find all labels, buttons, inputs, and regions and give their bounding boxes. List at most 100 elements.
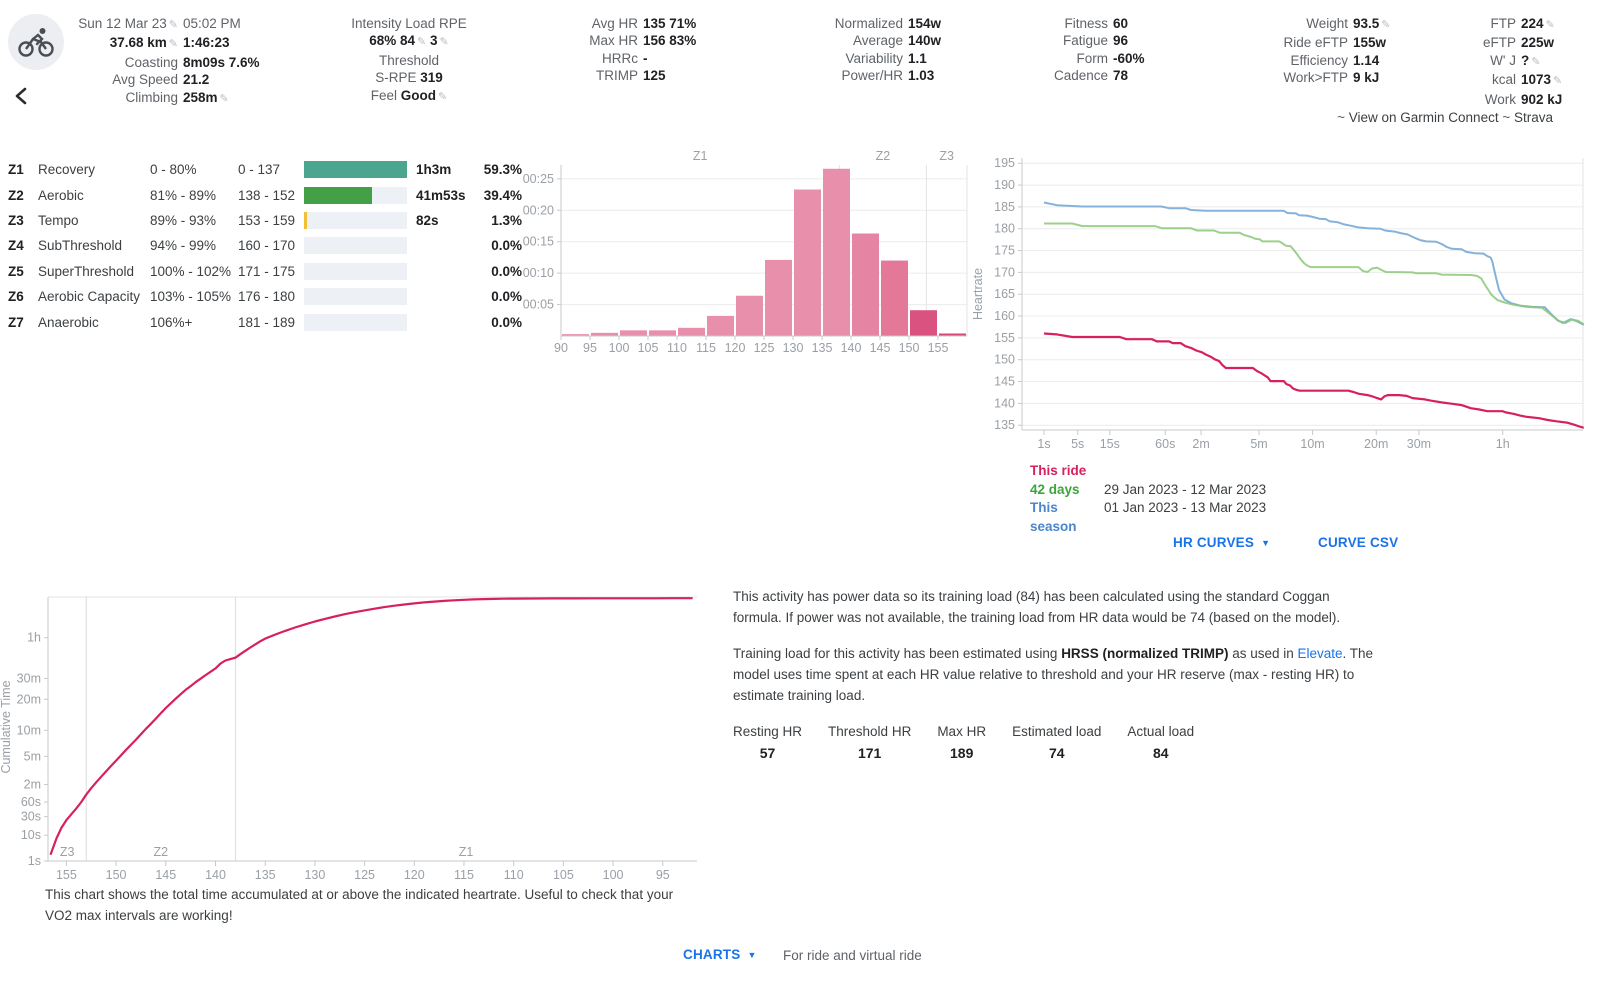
stat-value: 1073 ✎	[1521, 72, 1563, 88]
zone-bar	[304, 262, 407, 280]
stat-value: 125	[643, 68, 666, 84]
cumulative-xtick-label: 130	[304, 868, 325, 882]
histogram-ytick-label: 00:15	[523, 235, 554, 249]
curve-csv-button[interactable]: CURVE CSV	[1318, 535, 1399, 550]
curves-xtick-label: 30m	[1407, 437, 1431, 451]
garmin-connect-link[interactable]: View on Garmin Connect	[1348, 110, 1499, 125]
stat-row: Avg Speed 21.2	[18, 71, 260, 88]
zone-percent-range: 89% - 93%	[150, 212, 217, 228]
zone-time-percent: 0.0%	[491, 238, 522, 254]
edit-pencil-icon[interactable]: ✎	[1545, 19, 1555, 31]
curves-ytick-label: 190	[994, 178, 1015, 192]
legend-row[interactable]: This ride	[1030, 462, 1266, 481]
zone-bar	[304, 288, 407, 306]
curves-xtick-label: 5m	[1250, 437, 1267, 451]
histogram-bar	[649, 330, 676, 336]
back-button[interactable]	[10, 86, 32, 108]
histogram-xtick-label: 90	[554, 341, 568, 355]
zone-bar	[304, 161, 407, 179]
stat-label: Climbing	[125, 89, 178, 105]
edit-pencil-icon[interactable]: ✎	[417, 36, 427, 49]
cumulative-zone-label: Z1	[459, 845, 474, 859]
stat-label: Weight	[1306, 16, 1348, 31]
edit-pencil-icon[interactable]: ✎	[168, 38, 178, 51]
hr-curves-dropdown[interactable]: HR CURVES ▼	[1173, 535, 1270, 550]
cumulative-ytick-label: 10s	[21, 828, 41, 842]
curves-ytick-label: 170	[994, 265, 1015, 279]
stat-row: Form -60%	[988, 50, 1145, 67]
stat-row: Sun 12 Mar 23 ✎ 05:02 PM	[18, 15, 260, 34]
histogram-xtick-label: 135	[812, 341, 833, 355]
load-table-cell: Max HR 189	[937, 721, 986, 764]
stat-row: Normalized 154w	[783, 15, 941, 32]
zone-row: Z4 SubThreshold 94% - 99% 160 - 170 0.0%	[8, 233, 522, 258]
edit-pencil-icon[interactable]: ✎	[439, 36, 449, 49]
curves-xtick-label: 15s	[1100, 437, 1120, 451]
load-p2-text: . The model uses time spent at each HR v…	[733, 646, 1374, 703]
curves-ytick-label: 135	[994, 418, 1015, 432]
stats-column-power: Normalized 154w Average 140w Variability 1.1 P…	[783, 15, 941, 85]
stat-row: Coasting 8m09s 7.6%	[18, 54, 260, 71]
edit-pencil-icon[interactable]: ✎	[1553, 75, 1563, 88]
stat-value: 1:46:23	[183, 35, 230, 51]
edit-pencil-icon[interactable]: ✎	[219, 92, 229, 105]
zone-percent-range: 81% - 89%	[150, 187, 217, 203]
legend-row[interactable]: 42 days 29 Jan 2023 - 12 Mar 2023	[1030, 481, 1266, 500]
histogram-bar	[852, 233, 879, 336]
zone-name: Anaerobic	[38, 314, 99, 330]
histogram-xtick-label: 105	[638, 341, 659, 355]
curves-ytick-label: 180	[994, 222, 1015, 236]
stat-row: Fatigue 96	[988, 32, 1145, 49]
histogram-xtick-label: 120	[725, 341, 746, 355]
zone-time-percent: 59.3%	[483, 162, 522, 178]
stat-value: -60%	[1113, 50, 1145, 66]
edit-pencil-icon[interactable]: ✎	[1381, 19, 1391, 31]
zone-row: Z3 Tempo 89% - 93% 153 - 159 82s 1.3%	[8, 208, 522, 233]
cumulative-xtick-label: 135	[255, 868, 276, 882]
histogram-bar	[620, 330, 647, 336]
histogram-xtick-label: 100	[609, 341, 630, 355]
histogram-bar	[765, 259, 792, 336]
hr-zones-table: Z1 Recovery 0 - 80% 0 - 137 1h3m 59.3% Z2 Aerob…	[8, 157, 522, 335]
stat-row: Fitness 60	[988, 15, 1145, 32]
histogram-xtick-label: 145	[870, 341, 891, 355]
curves-xtick-label: 20m	[1364, 437, 1388, 451]
cumulative-xtick-label: 115	[454, 868, 474, 882]
elevate-link[interactable]: Elevate	[1297, 646, 1343, 661]
stat-label: Variability	[845, 50, 903, 66]
stats-column-fitness: Fitness 60 Fatigue 96 Form -60% Cadence 78	[988, 15, 1145, 85]
stat-value: 96	[1113, 33, 1129, 49]
histogram-bar	[910, 310, 937, 336]
cumulative-xtick-label: 100	[603, 868, 624, 882]
cumulative-xtick-label: 110	[504, 868, 524, 882]
load-table-cell: Threshold HR 171	[828, 721, 911, 764]
cumulative-xtick-label: 125	[354, 868, 375, 882]
bicycle-icon	[8, 14, 64, 70]
hr-curves-dropdown-label: HR CURVES	[1173, 535, 1255, 550]
strava-link[interactable]: Strava	[1513, 110, 1553, 125]
stat-label: eFTP	[1482, 35, 1516, 51]
hr-curves-chart[interactable]: 135 140 145 150 155 160 165 170 175 180 185 190 195 1…	[962, 148, 1600, 460]
stat-label: Work	[1484, 91, 1516, 107]
curves-ytick-label: 165	[994, 287, 1015, 301]
histogram-ytick-label: 00:05	[523, 298, 554, 312]
edit-pencil-icon[interactable]: ✎	[1531, 55, 1541, 68]
stat-value: 155w	[1353, 35, 1387, 51]
stat-label: Form	[1076, 50, 1109, 66]
stat-label: kcal	[1491, 72, 1516, 88]
edit-pencil-icon[interactable]: ✎	[438, 90, 448, 103]
legend-row[interactable]: This season 01 Jan 2023 - 13 Mar 2023	[1030, 499, 1266, 536]
histogram-xtick-label: 110	[667, 341, 687, 355]
charts-dropdown[interactable]: CHARTS ▼	[683, 947, 757, 962]
stat-label: TRIMP	[596, 68, 638, 84]
chevron-down-icon: ▼	[747, 950, 757, 960]
histogram-ytick-label: 00:25	[523, 172, 554, 186]
hr-distribution-chart[interactable]: 00:05 00:10 00:15 00:20 00:25 Z1 Z2 Z3 90 95 100 10…	[520, 148, 980, 360]
zone-percent-range: 103% - 105%	[150, 289, 232, 305]
edit-pencil-icon[interactable]: ✎	[168, 19, 178, 31]
cumulative-xtick-label: 95	[656, 868, 670, 882]
hrss-bold-text: HRSS (normalized TRIMP)	[1061, 646, 1229, 661]
cumulative-xtick-label: 150	[106, 868, 127, 882]
